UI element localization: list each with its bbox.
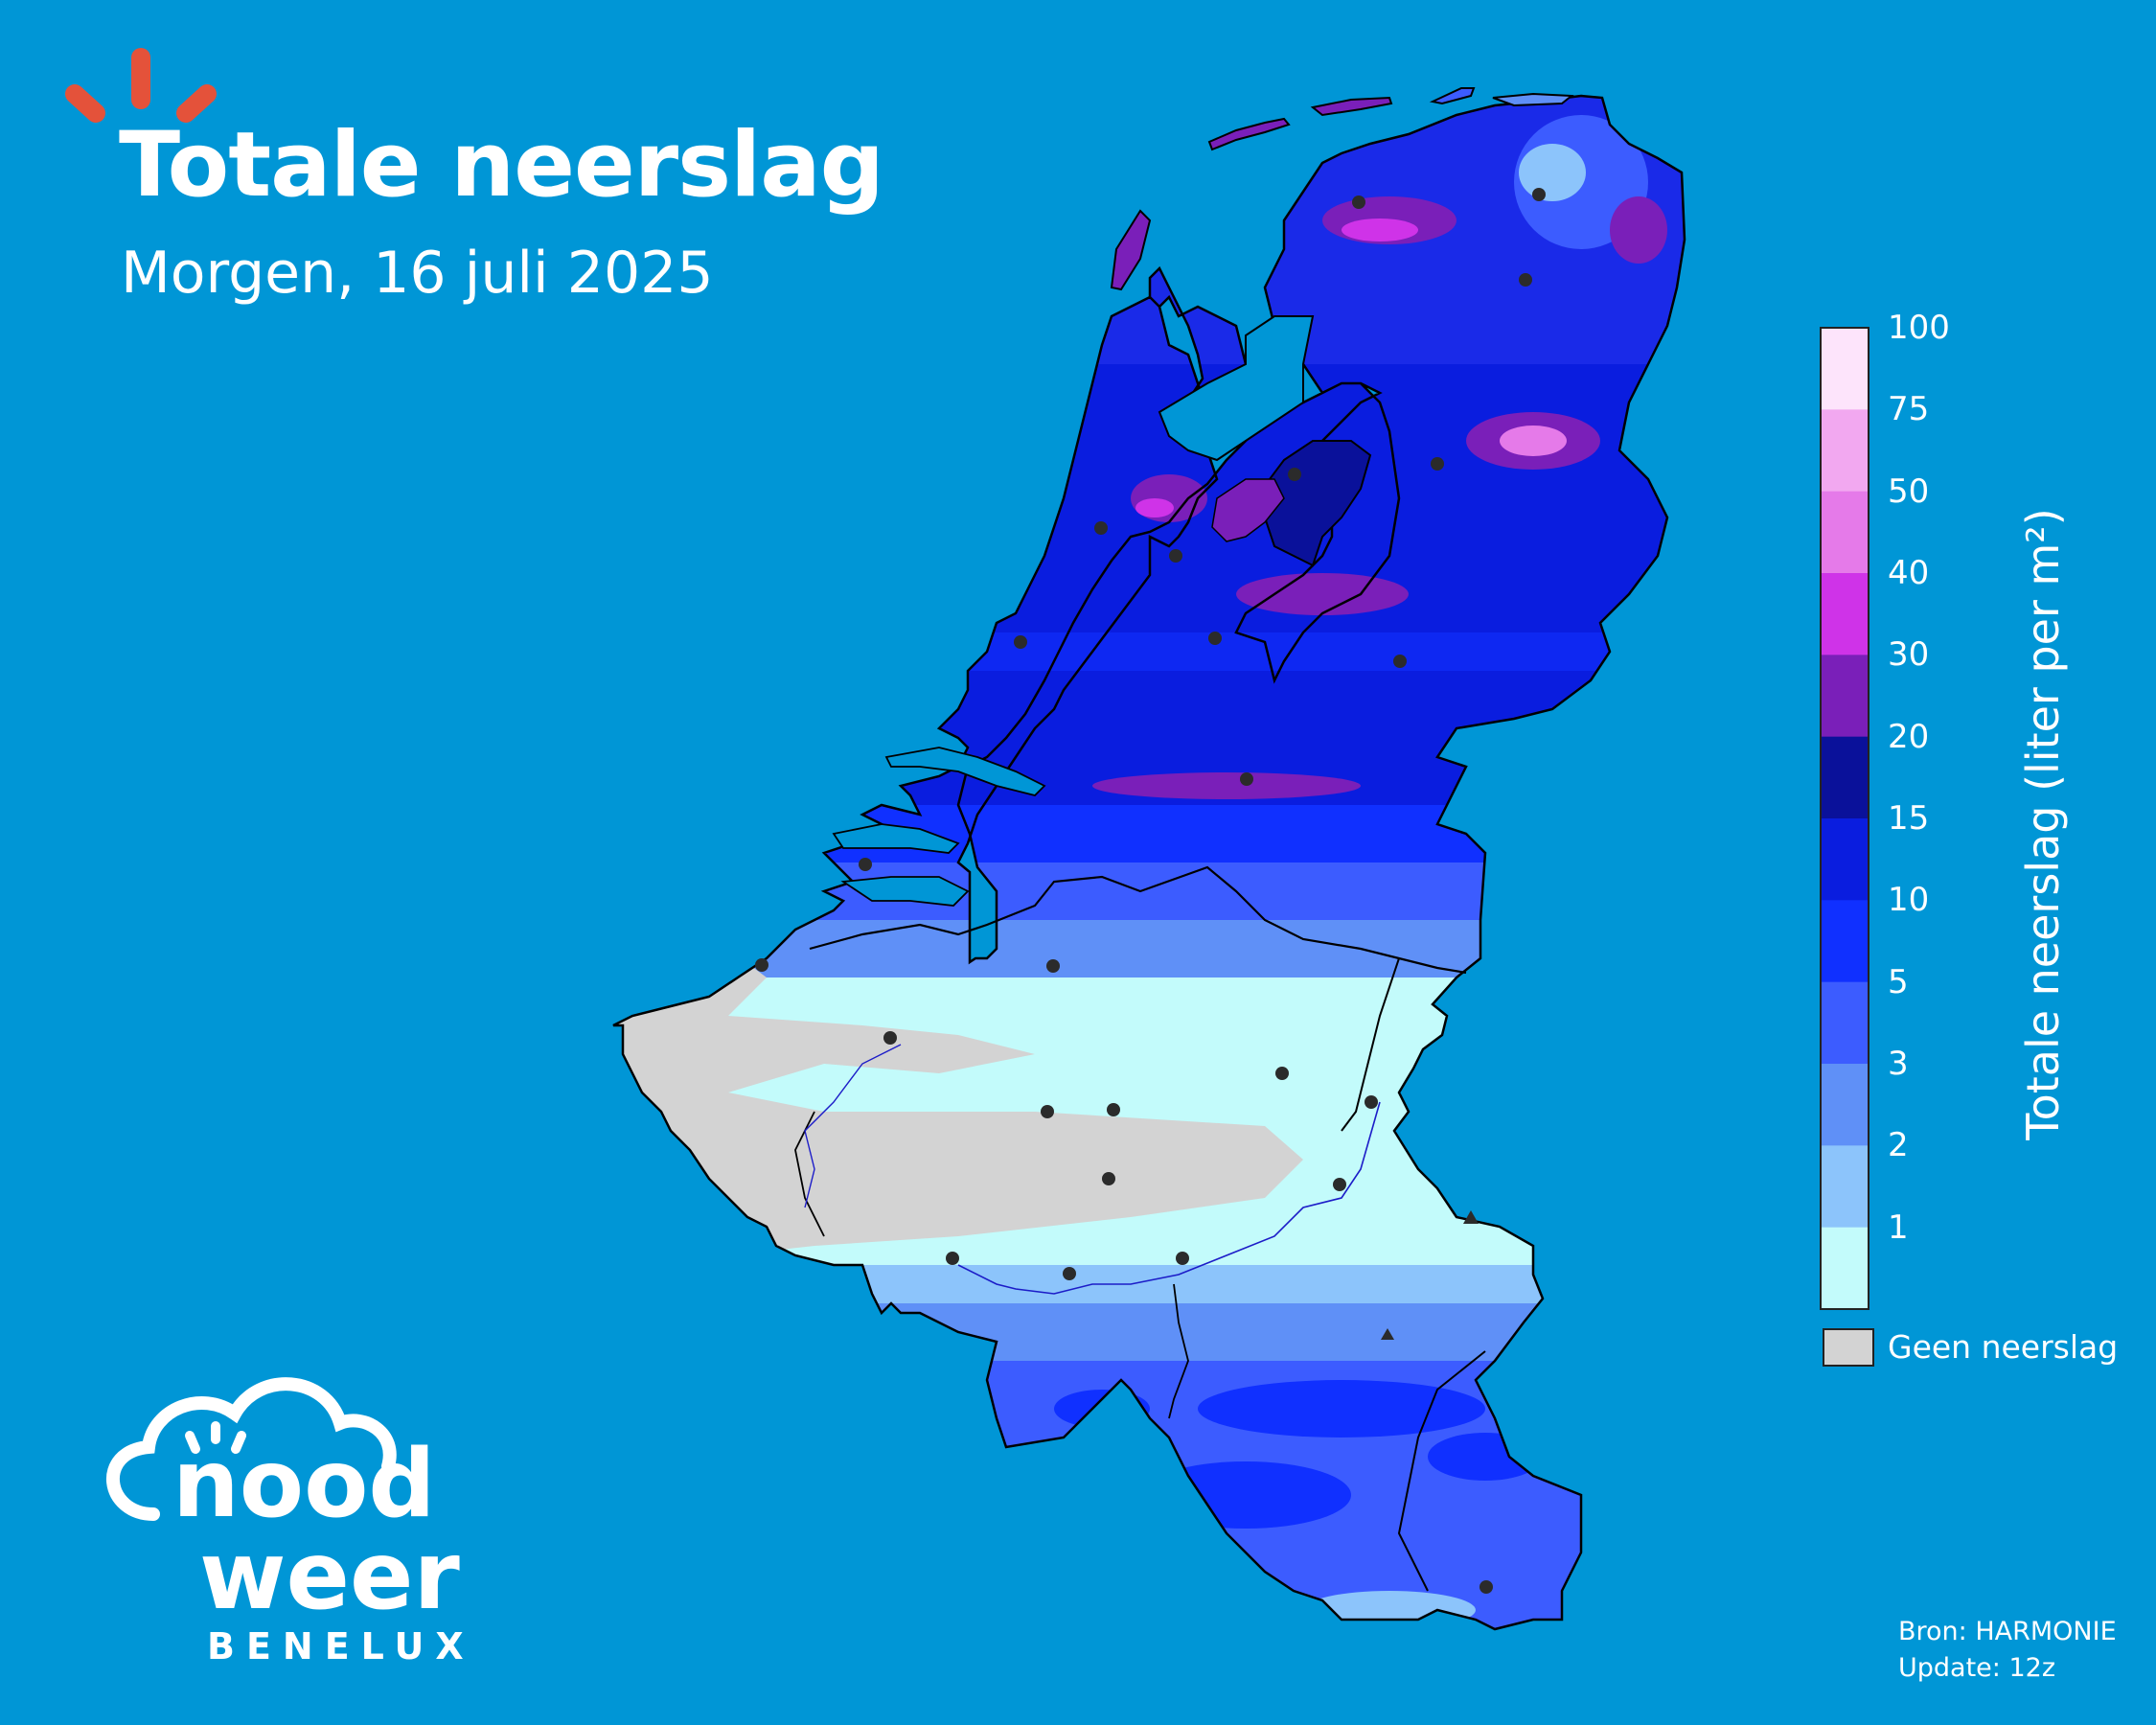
city-marker [1365,1095,1378,1109]
legend-tick-label: 3 [1888,1045,1909,1083]
legend-title: Totale neerslag (liter per m²) [2017,508,2069,1140]
city-marker [1519,273,1532,287]
source-note: Bron: HARMONIE Update: 12z [1898,1614,2117,1687]
city-marker [1014,635,1027,649]
city-marker [1169,549,1182,563]
colorbar-segment [1821,900,1869,983]
legend-tick-label: 30 [1888,635,1930,675]
sun-rays-icon [65,48,217,123]
colorbar-segment [1821,736,1869,819]
colorbar-segment [1821,655,1869,738]
city-marker [1275,1067,1289,1080]
city-marker [1102,1172,1115,1185]
estuary-shape [832,823,960,854]
city-marker [859,858,872,871]
island-shape [1207,117,1291,151]
page-title: Totale neerslag [119,113,884,218]
legend-tick-label: 2 [1888,1126,1909,1165]
river-line [957,1101,1381,1295]
city-marker [755,958,768,972]
city-marker [1107,1103,1120,1116]
colorbar-segment [1821,573,1869,656]
colorbar-segment [1821,491,1869,574]
lake-shape [1158,315,1315,462]
legend-tick-label: 10 [1888,881,1930,920]
be-lu-border [1397,1350,1486,1592]
page-subtitle: Morgen, 16 juli 2025 [121,240,714,307]
legend-tick-label: 20 [1888,717,1930,756]
legend-tick-label: 5 [1888,962,1909,1001]
city-marker [1352,196,1365,209]
city-marker [1094,521,1108,535]
logo-word-weer: weer [199,1522,460,1610]
no-rain-swatch [1823,1328,1874,1367]
precipitation-field [613,96,1685,1629]
legend-tick-label: 75 [1888,390,1930,429]
colorbar-segment [1821,1145,1869,1229]
river-line [804,1044,902,1208]
colorbar-segment [1821,1064,1869,1146]
city-marker [1532,188,1546,201]
city-marker [946,1252,959,1265]
logo-word-nood: nood [172,1430,436,1539]
nl-be-border [809,865,1467,975]
legend-tick-label: 40 [1888,554,1930,592]
city-marker [1176,1252,1189,1265]
city-marker [1240,772,1253,786]
island-shape [1110,209,1152,291]
noodweer-logo: nood weer [106,1377,460,1610]
estuary-shape [884,747,1046,796]
city-marker [1479,1580,1493,1594]
city-marker [1288,468,1301,481]
city-marker [1041,1105,1054,1118]
city-markers [755,188,1546,1594]
city-marker [1063,1267,1076,1280]
legend-tick-label: 100 [1888,309,1950,347]
city-marker [1208,632,1222,645]
city-marker [883,1031,897,1045]
summit-marker [1381,1328,1394,1340]
colorbar-segment [1821,1227,1869,1310]
border-line [1341,957,1400,1132]
source-label: Bron: HARMONIE [1898,1617,2117,1646]
colorbar-segment [1821,818,1869,901]
island-shape [1492,92,1574,107]
city-marker [1393,655,1407,668]
colorbar-segment [1821,409,1869,493]
region-shape [1211,478,1285,542]
island-shape [1310,96,1393,117]
update-label: Update: 12z [1898,1653,2055,1683]
city-marker [1431,457,1444,471]
island-shape [1429,87,1476,105]
border-line [1168,1283,1189,1419]
estuary-shape [840,876,970,907]
summit-marker [1463,1210,1479,1224]
city-marker [1046,959,1060,973]
colorbar-segment [1821,981,1869,1065]
colorbar-segment [1821,328,1869,410]
no-rain-label: Geen neerslag [1888,1328,2119,1366]
logo-subtitle: BENELUX [207,1625,475,1668]
legend-tick-label: 1 [1888,1208,1909,1247]
legend-tick-label: 15 [1888,799,1930,838]
city-marker [1333,1178,1346,1191]
legend-colorbar [1820,327,1869,1310]
legend-tick-label: 50 [1888,472,1930,511]
